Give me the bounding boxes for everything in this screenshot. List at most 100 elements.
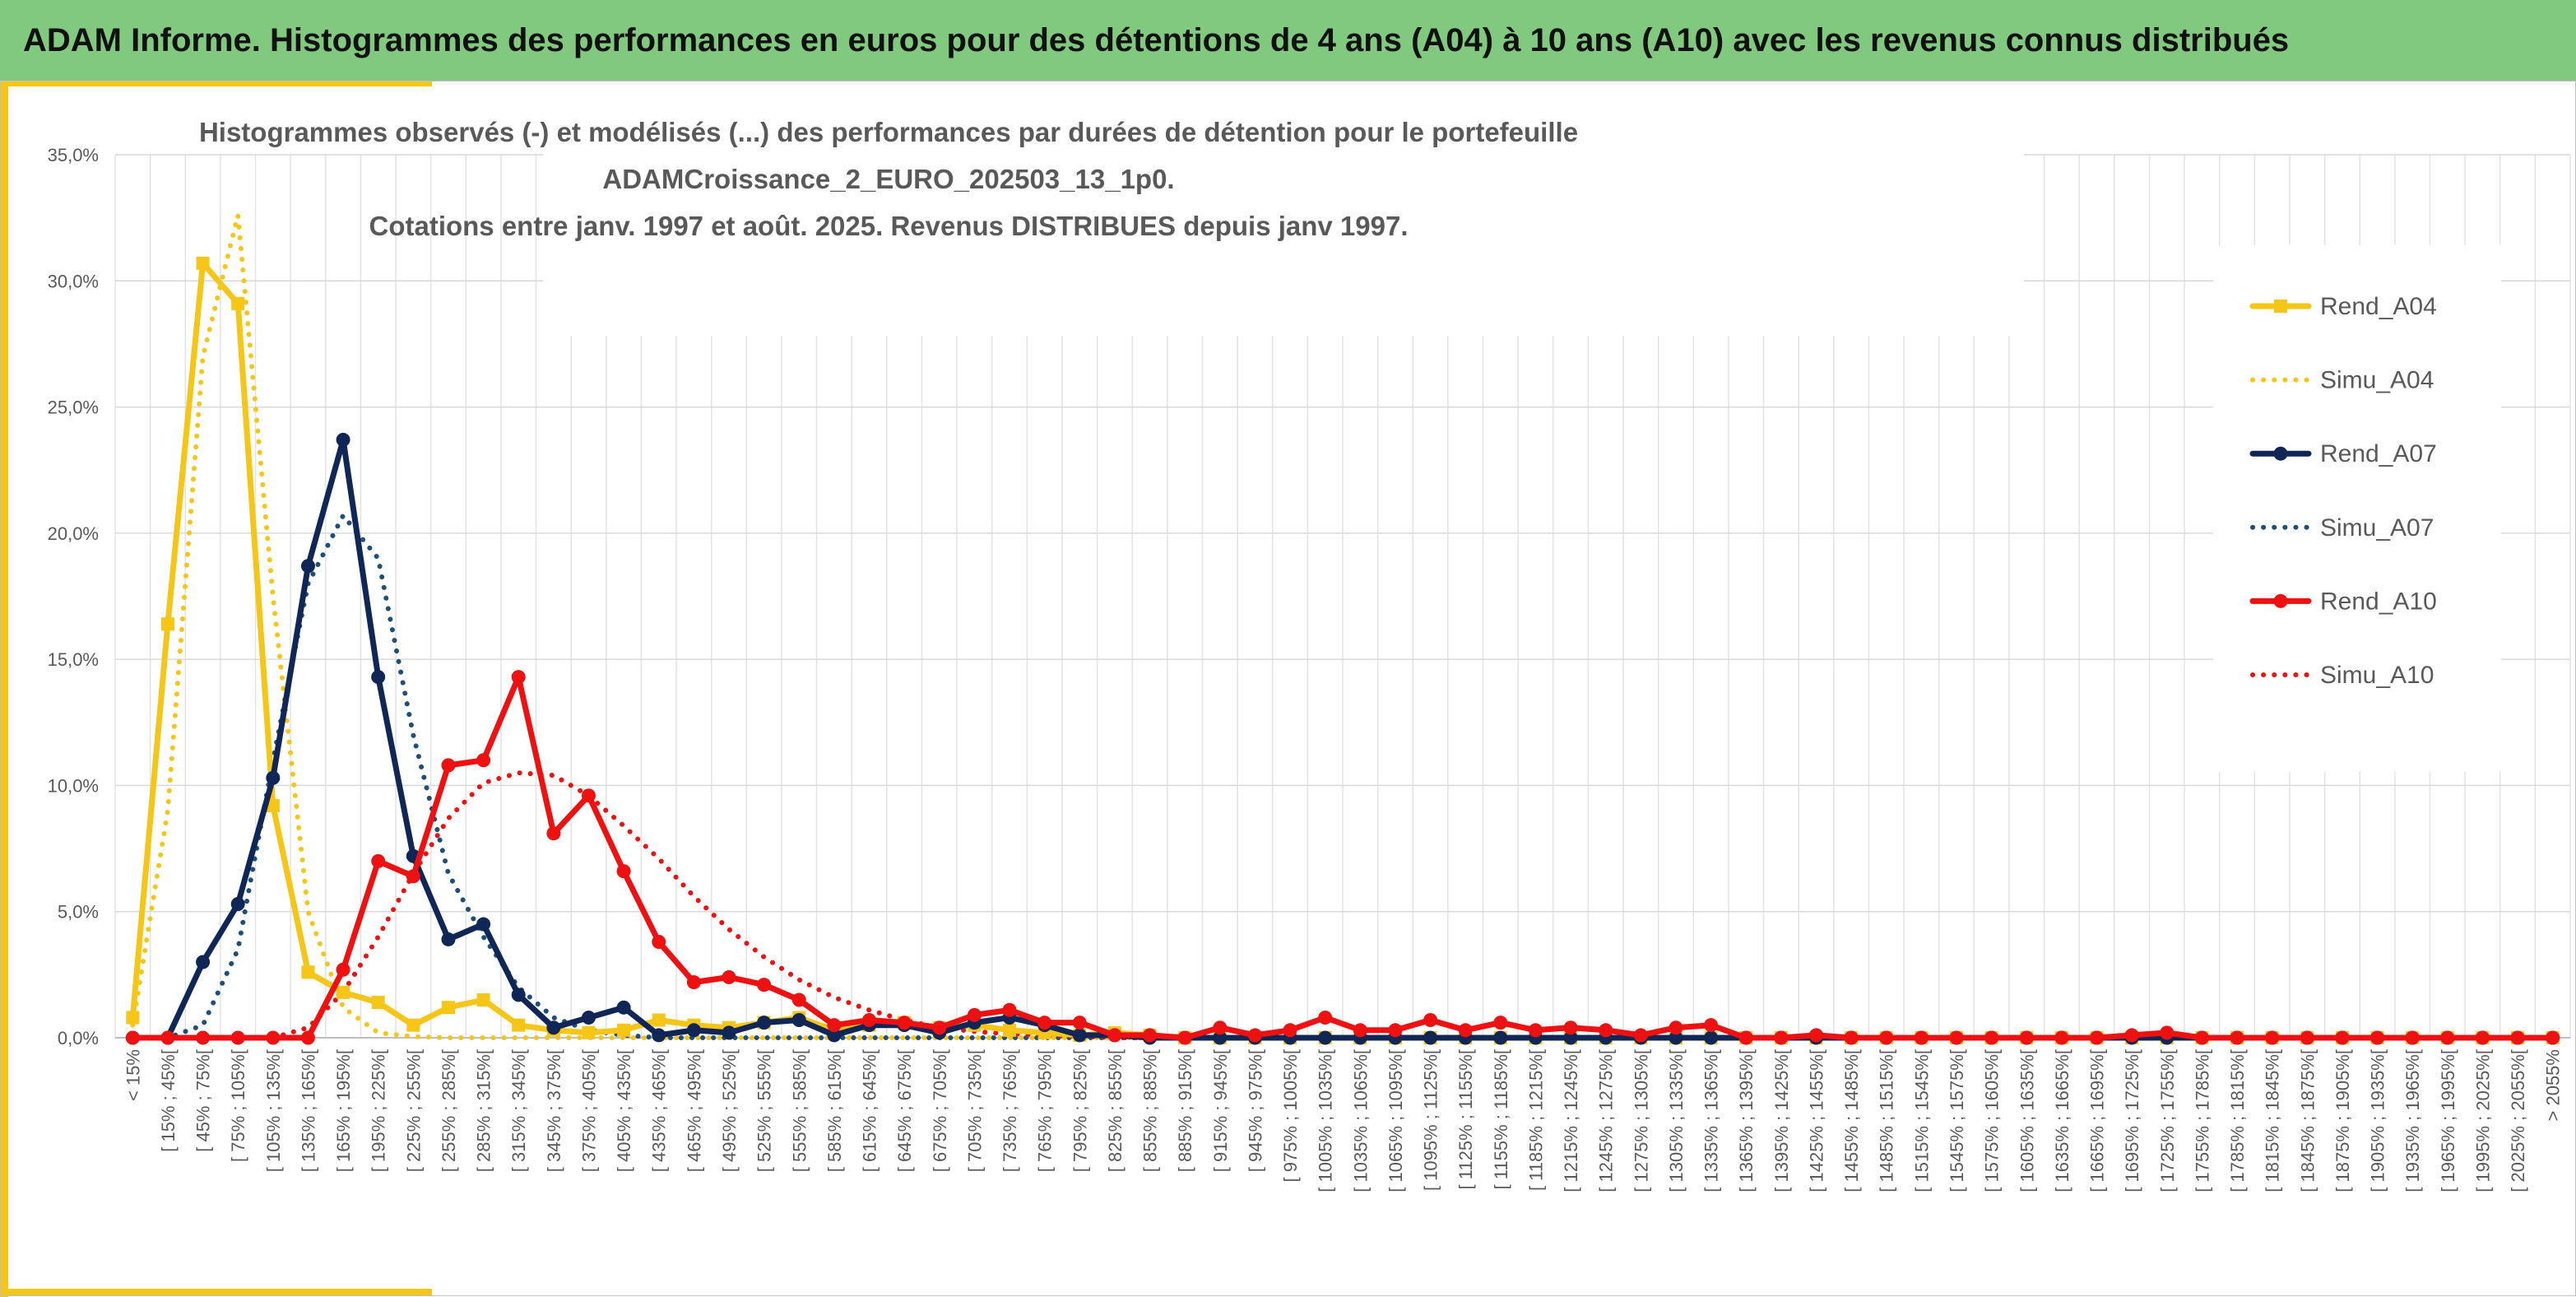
data-point xyxy=(1774,1030,1789,1045)
y-axis: 0,0% 5,0% 10,0% 15,0% 20,0% 25,0% 30,0% 35,0% xyxy=(48,145,99,1048)
title-background xyxy=(543,105,2024,336)
data-point xyxy=(2335,1030,2350,1045)
page-title: ADAM Informe. Histogrammes des performan… xyxy=(23,21,2290,58)
y-tick-label: 0,0% xyxy=(58,1028,99,1048)
x-tick-label: [ 675% ; 705%[ xyxy=(930,1049,950,1172)
legend-label: Simu_A04 xyxy=(2320,367,2434,394)
data-point xyxy=(1072,1016,1087,1030)
data-point xyxy=(441,1001,455,1015)
data-point xyxy=(2510,1030,2525,1045)
data-point xyxy=(581,1010,596,1025)
x-tick-label: [ 555% ; 585%[ xyxy=(789,1049,810,1172)
data-point xyxy=(196,1030,211,1045)
data-point xyxy=(300,1030,315,1045)
data-point xyxy=(266,798,280,812)
series-line-rend-a07 xyxy=(129,436,2556,1041)
x-tick-label: [ 525% ; 555%[ xyxy=(754,1049,775,1172)
data-point xyxy=(266,1030,281,1045)
x-tick-label: [ 1695% ; 1725%[ xyxy=(2122,1049,2142,1192)
data-point xyxy=(2440,1030,2455,1045)
data-point xyxy=(791,993,806,1007)
data-point xyxy=(1072,1028,1087,1043)
data-point xyxy=(230,1030,245,1045)
data-point xyxy=(406,1018,420,1032)
x-tick-label: [ 1365% ; 1395%[ xyxy=(1736,1049,1757,1192)
x-tick-label: [ 645% ; 675%[ xyxy=(894,1049,915,1172)
x-tick-label: [ 1575% ; 1605%[ xyxy=(1982,1049,2003,1192)
x-tick-label: [ 1275% ; 1305%[ xyxy=(1631,1049,1651,1192)
data-point xyxy=(1493,1030,1508,1045)
data-point xyxy=(1704,1030,1719,1045)
data-point xyxy=(862,1013,877,1028)
x-tick-label: [ 1545% ; 1575%[ xyxy=(1947,1049,1967,1192)
data-point xyxy=(2090,1030,2105,1045)
x-tick-label: [ 1935% ; 1965%[ xyxy=(2402,1049,2423,1192)
x-tick-label: [ 585% ; 615%[ xyxy=(824,1049,845,1172)
data-point xyxy=(1949,1030,1964,1045)
x-tick-label: [ 195% ; 225%[ xyxy=(369,1049,389,1172)
x-tick-label: [ 795% ; 825%[ xyxy=(1070,1049,1090,1172)
data-point xyxy=(2054,1030,2069,1045)
data-point xyxy=(827,1028,842,1043)
x-tick-label: [ 885% ; 915%[ xyxy=(1175,1049,1195,1172)
chart-title-line-3: Cotations entre janv. 1997 et août. 2025… xyxy=(369,211,1409,241)
x-tick-label: [ 15% ; 45%[ xyxy=(158,1049,179,1152)
x-tick-label: [ 45% ; 75%[ xyxy=(193,1049,214,1152)
x-tick-label: [ 1815% ; 1845%[ xyxy=(2263,1049,2283,1192)
data-point xyxy=(126,1011,140,1025)
data-point xyxy=(1318,1010,1333,1025)
data-point xyxy=(652,1028,666,1043)
x-tick-label: [ 345% ; 375%[ xyxy=(544,1049,564,1172)
x-tick-label: > 2055% xyxy=(2543,1049,2564,1121)
data-point xyxy=(230,897,245,912)
x-tick-label: [ 1755% ; 1785%[ xyxy=(2192,1049,2212,1192)
data-point xyxy=(2300,1030,2314,1045)
data-point xyxy=(791,1013,806,1028)
legend-label: Simu_A10 xyxy=(2320,662,2434,689)
data-point xyxy=(1669,1030,1683,1045)
chart-title-line-2: ADAMCroissance_2_EURO_202503_13_1p0. xyxy=(602,164,1174,194)
x-tick-label: [ 375% ; 405%[ xyxy=(578,1049,599,1172)
data-point xyxy=(1563,1020,1578,1035)
x-tick-label: [ 1515% ; 1545%[ xyxy=(1911,1049,1932,1192)
y-tick-label: 30,0% xyxy=(48,271,99,291)
data-point xyxy=(2124,1028,2139,1043)
data-point xyxy=(827,1018,842,1033)
data-point xyxy=(1003,1023,1017,1037)
chart: < 15% [ 15% ; 45%[[ 45% ; 75%[[ 75% ; 105… xyxy=(0,81,2576,1297)
data-point xyxy=(1213,1020,1228,1035)
data-point xyxy=(406,869,420,884)
data-point xyxy=(2194,1030,2209,1045)
data-point xyxy=(582,1025,596,1039)
data-point xyxy=(125,1030,140,1045)
data-point xyxy=(1704,1018,1719,1033)
data-point xyxy=(1669,1020,1683,1035)
data-point xyxy=(196,955,211,969)
x-tick-label: [ 1995% ; 2025%[ xyxy=(2472,1049,2493,1192)
data-point xyxy=(511,988,526,1002)
x-tick-label: [ 1095% ; 1125%[ xyxy=(1421,1049,1441,1191)
x-tick-label: [ 1605% ; 1635%[ xyxy=(2017,1049,2037,1192)
x-tick-label: [ 975% ; 1005%[ xyxy=(1280,1049,1301,1182)
data-point xyxy=(1844,1030,1859,1045)
accent-bar-bottom xyxy=(0,1289,432,1295)
legend-marker xyxy=(2273,446,2288,461)
data-point xyxy=(2160,1025,2175,1040)
data-point xyxy=(2370,1030,2385,1045)
x-tick-label: [ 285% ; 315%[ xyxy=(474,1049,494,1172)
data-point xyxy=(337,985,350,999)
x-tick-label: [ 465% ; 495%[ xyxy=(684,1049,704,1172)
legend-marker xyxy=(2273,593,2288,608)
data-point xyxy=(2546,1030,2560,1045)
data-point xyxy=(1563,1030,1578,1045)
data-point xyxy=(301,965,315,979)
x-tick-label: [ 1485% ; 1515%[ xyxy=(1877,1049,1897,1192)
x-tick-label: [ 1845% ; 1875%[ xyxy=(2297,1049,2318,1192)
data-point xyxy=(1458,1023,1473,1038)
x-tick-label: [ 945% ; 975%[ xyxy=(1245,1049,1265,1172)
data-point xyxy=(2019,1030,2034,1045)
accent-bar-top xyxy=(0,81,432,86)
x-tick-label: [ 315% ; 345%[ xyxy=(508,1049,529,1172)
data-point xyxy=(476,993,490,1007)
data-point xyxy=(1177,1030,1192,1045)
